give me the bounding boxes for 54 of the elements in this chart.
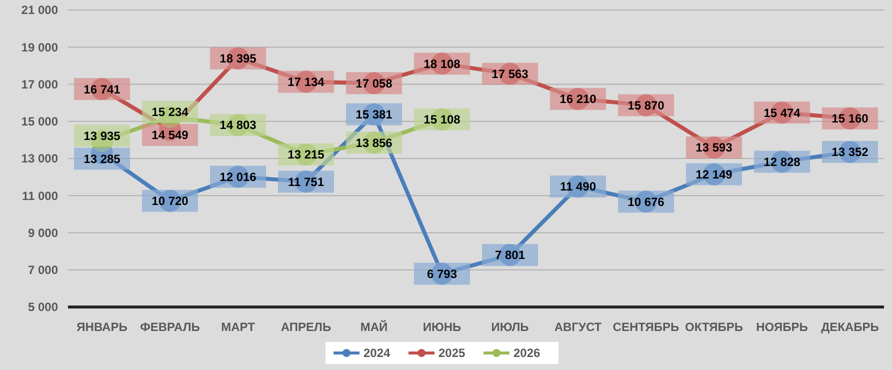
x-tick-label: ЯНВАРЬ xyxy=(76,320,128,334)
x-tick-label: МАРТ xyxy=(221,320,256,334)
y-tick-label: 11 000 xyxy=(22,188,58,203)
x-tick-label: ИЮНЬ xyxy=(422,320,462,334)
y-tick-label: 5 000 xyxy=(28,300,58,314)
data-label: 17 058 xyxy=(356,76,393,90)
data-label: 11 751 xyxy=(288,174,324,189)
data-label: 7 801 xyxy=(494,248,526,262)
data-label: 13 215 xyxy=(288,148,325,162)
data-label: 15 108 xyxy=(424,112,461,127)
data-label: 18 395 xyxy=(220,52,257,66)
x-tick-label: ИЮЛЬ xyxy=(491,320,530,334)
x-tick-label: АПРЕЛЬ xyxy=(280,320,332,334)
y-tick-label: 13 000 xyxy=(21,152,58,166)
data-label: 6 793 xyxy=(426,266,458,281)
data-label: 17 134 xyxy=(288,74,325,89)
data-label: 14 803 xyxy=(220,118,257,132)
data-label: 15 381 xyxy=(356,108,393,122)
y-tick-label: 19 000 xyxy=(21,40,58,54)
data-label: 10 676 xyxy=(628,194,665,209)
legend-label: 2025 xyxy=(438,346,466,360)
x-tick-label: ДЕКАБРЬ xyxy=(821,320,880,334)
data-label: 13 935 xyxy=(84,128,121,143)
data-label: 17 563 xyxy=(492,67,529,81)
data-label: 13 593 xyxy=(696,140,733,155)
data-label: 16 210 xyxy=(560,92,597,106)
x-tick-label: СЕНТЯБРЬ xyxy=(612,320,680,334)
x-tick-label: НОЯБРЬ xyxy=(756,320,808,334)
data-label: 15 160 xyxy=(832,112,869,126)
x-tick-label: ФЕВРАЛЬ xyxy=(140,320,200,334)
y-tick-label: 7 000 xyxy=(28,263,58,278)
legend-label: 2026 xyxy=(514,346,541,360)
x-tick-label: ОКТЯБРЬ xyxy=(684,320,744,334)
data-label: 14 549 xyxy=(152,128,189,142)
y-tick-label: 17 000 xyxy=(21,77,58,92)
y-tick-label: 15 000 xyxy=(21,114,58,129)
data-label: 15 870 xyxy=(628,98,665,112)
legend-label: 2024 xyxy=(364,346,391,360)
x-tick-label: МАЙ xyxy=(360,320,388,334)
y-tick-label: 21 000 xyxy=(21,3,58,18)
data-label: 13 285 xyxy=(84,152,121,166)
data-label: 13 856 xyxy=(356,136,393,150)
data-label: 15 474 xyxy=(764,106,801,120)
data-label: 15 234 xyxy=(152,105,189,120)
data-label: 10 720 xyxy=(152,194,189,208)
data-label: 13 352 xyxy=(832,145,869,160)
data-label: 12 016 xyxy=(220,170,257,184)
data-label: 11 490 xyxy=(560,180,596,194)
x-tick-label: АВГУСТ xyxy=(554,320,602,334)
data-label: 12 149 xyxy=(696,167,733,182)
data-label: 18 108 xyxy=(424,56,461,71)
data-label: 16 741 xyxy=(84,82,121,96)
y-tick-label: 9 000 xyxy=(28,226,58,240)
data-label: 12 828 xyxy=(764,154,801,169)
